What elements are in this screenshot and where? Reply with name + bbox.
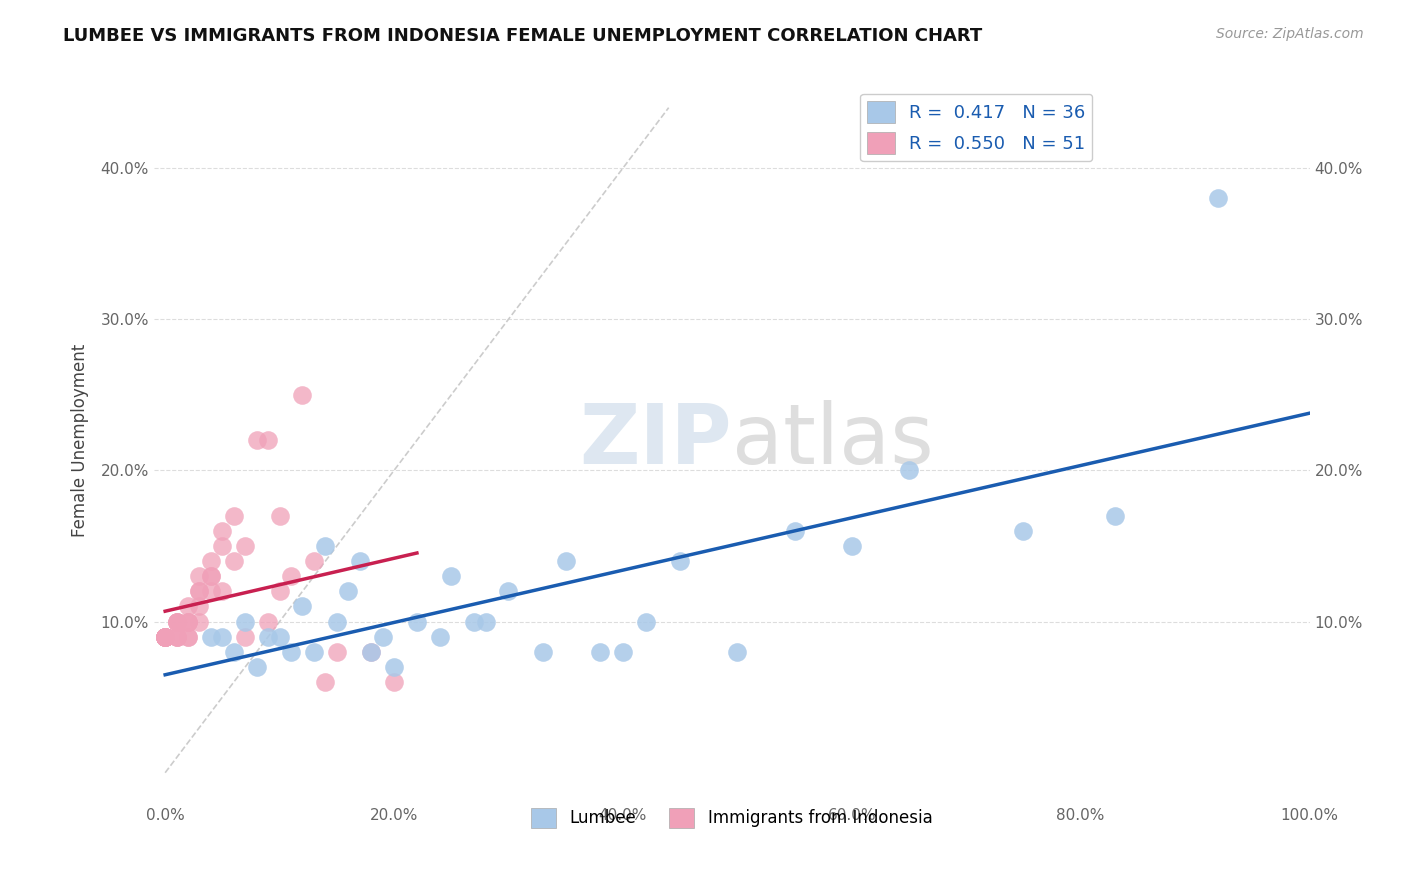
Point	[531, 645, 554, 659]
Point	[725, 645, 748, 659]
Point	[337, 584, 360, 599]
Point	[200, 554, 222, 568]
Point	[153, 630, 176, 644]
Point	[589, 645, 612, 659]
Point	[349, 554, 371, 568]
Point	[246, 660, 269, 674]
Point	[280, 645, 302, 659]
Text: LUMBEE VS IMMIGRANTS FROM INDONESIA FEMALE UNEMPLOYMENT CORRELATION CHART: LUMBEE VS IMMIGRANTS FROM INDONESIA FEMA…	[63, 27, 983, 45]
Point	[269, 584, 291, 599]
Point	[233, 630, 256, 644]
Point	[302, 645, 325, 659]
Point	[188, 599, 211, 614]
Point	[222, 554, 245, 568]
Point	[326, 645, 349, 659]
Point	[280, 569, 302, 583]
Point	[246, 433, 269, 447]
Point	[166, 630, 188, 644]
Point	[554, 554, 576, 568]
Point	[166, 630, 188, 644]
Point	[177, 599, 200, 614]
Point	[200, 584, 222, 599]
Point	[153, 630, 176, 644]
Point	[1012, 524, 1035, 538]
Point	[153, 630, 176, 644]
Point	[200, 569, 222, 583]
Point	[291, 388, 314, 402]
Point	[177, 615, 200, 629]
Point	[269, 508, 291, 523]
Point	[841, 539, 863, 553]
Y-axis label: Female Unemployment: Female Unemployment	[72, 343, 89, 537]
Point	[382, 675, 405, 690]
Point	[1104, 508, 1126, 523]
Point	[898, 463, 921, 477]
Point	[257, 630, 280, 644]
Point	[233, 539, 256, 553]
Point	[314, 675, 336, 690]
Point	[166, 615, 188, 629]
Point	[382, 660, 405, 674]
Point	[188, 584, 211, 599]
Point	[360, 645, 382, 659]
Point	[166, 615, 188, 629]
Point	[166, 615, 188, 629]
Point	[233, 615, 256, 629]
Point	[153, 630, 176, 644]
Point	[166, 630, 188, 644]
Point	[222, 645, 245, 659]
Point	[269, 630, 291, 644]
Point	[177, 615, 200, 629]
Point	[188, 584, 211, 599]
Point	[360, 645, 382, 659]
Point	[211, 630, 233, 644]
Point	[177, 630, 200, 644]
Point	[211, 539, 233, 553]
Point	[200, 569, 222, 583]
Point	[634, 615, 657, 629]
Point	[222, 508, 245, 523]
Point	[302, 554, 325, 568]
Point	[669, 554, 692, 568]
Point	[188, 615, 211, 629]
Point	[177, 615, 200, 629]
Legend: Lumbee, Immigrants from Indonesia: Lumbee, Immigrants from Indonesia	[524, 801, 939, 835]
Point	[474, 615, 496, 629]
Point	[257, 433, 280, 447]
Point	[291, 599, 314, 614]
Text: Source: ZipAtlas.com: Source: ZipAtlas.com	[1216, 27, 1364, 41]
Point	[153, 630, 176, 644]
Point	[211, 584, 233, 599]
Point	[498, 584, 520, 599]
Point	[326, 615, 349, 629]
Point	[188, 569, 211, 583]
Point	[177, 630, 200, 644]
Point	[153, 630, 176, 644]
Text: ZIP: ZIP	[579, 400, 731, 481]
Point	[783, 524, 806, 538]
Point	[211, 524, 233, 538]
Point	[612, 645, 634, 659]
Point	[1206, 191, 1229, 205]
Point	[153, 630, 176, 644]
Point	[463, 615, 485, 629]
Point	[429, 630, 451, 644]
Point	[153, 630, 176, 644]
Point	[440, 569, 463, 583]
Point	[314, 539, 336, 553]
Point	[200, 630, 222, 644]
Text: atlas: atlas	[731, 400, 934, 481]
Point	[257, 615, 280, 629]
Point	[371, 630, 394, 644]
Point	[153, 630, 176, 644]
Point	[406, 615, 429, 629]
Point	[153, 630, 176, 644]
Point	[166, 615, 188, 629]
